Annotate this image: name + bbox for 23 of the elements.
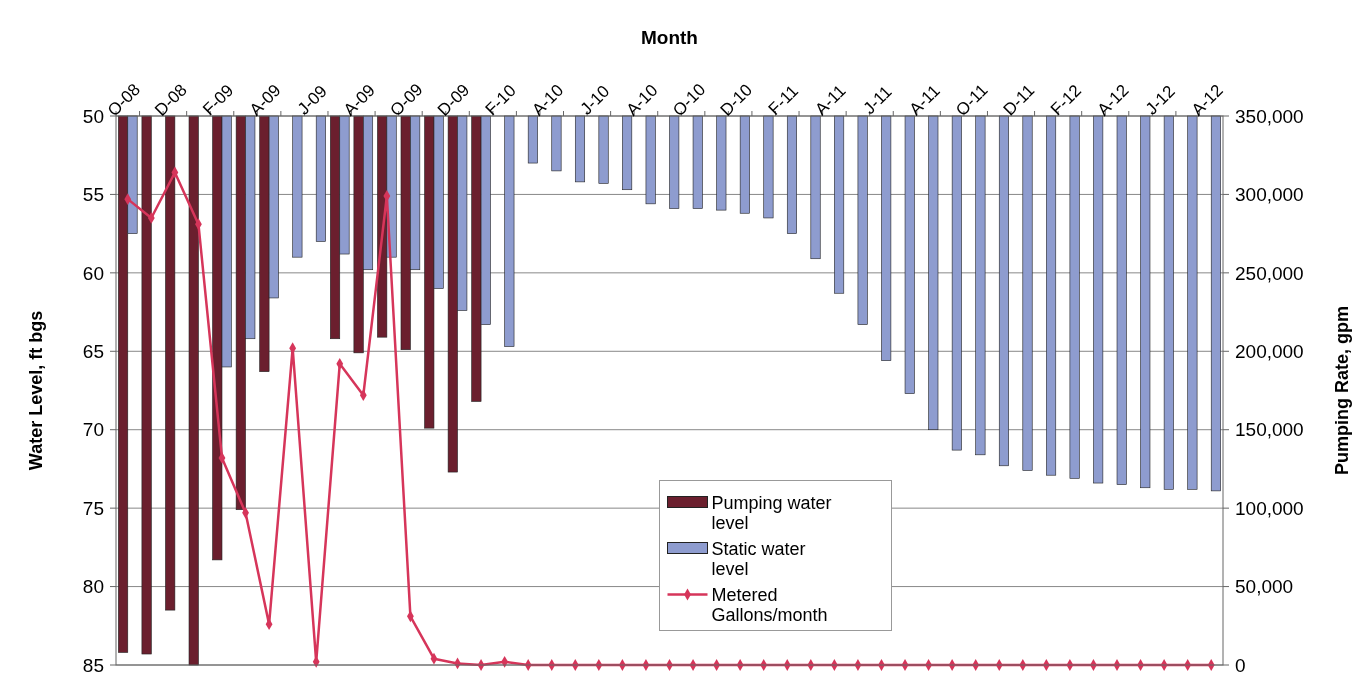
- legend-label: Metered Gallons/month: [711, 584, 828, 625]
- x-tick-label: J-11: [859, 82, 896, 119]
- y2-axis-title: Pumping Rate, gpm: [1332, 305, 1352, 476]
- y-tick-label: 85: [82, 654, 104, 676]
- legend-label: Pumping water level: [711, 492, 832, 533]
- y2-tick-label: 250,000: [1235, 262, 1304, 284]
- y2-tick-label: 350,000: [1235, 105, 1304, 127]
- y2-tick-label: 50,000: [1235, 576, 1294, 598]
- legend-label: Static water level: [711, 538, 806, 579]
- y-tick-label: 70: [82, 419, 104, 441]
- y-tick-label: 65: [82, 340, 104, 362]
- y2-tick-label: 200,000: [1235, 340, 1304, 362]
- x-axis-title: Month: [641, 27, 698, 48]
- y-axis-title: Water Level, ft bgs: [26, 310, 46, 471]
- y2-tick-label: 300,000: [1235, 184, 1304, 206]
- y-tick-label: 60: [82, 262, 104, 284]
- y2-tick-label: 0: [1235, 654, 1246, 676]
- y-tick-label: 50: [82, 105, 104, 127]
- y-tick-label: 55: [82, 184, 104, 206]
- y2-tick-label: 100,000: [1235, 497, 1304, 519]
- y-tick-label: 80: [82, 576, 104, 598]
- y2-tick-label: 150,000: [1235, 419, 1304, 441]
- y-tick-label: 75: [82, 497, 104, 519]
